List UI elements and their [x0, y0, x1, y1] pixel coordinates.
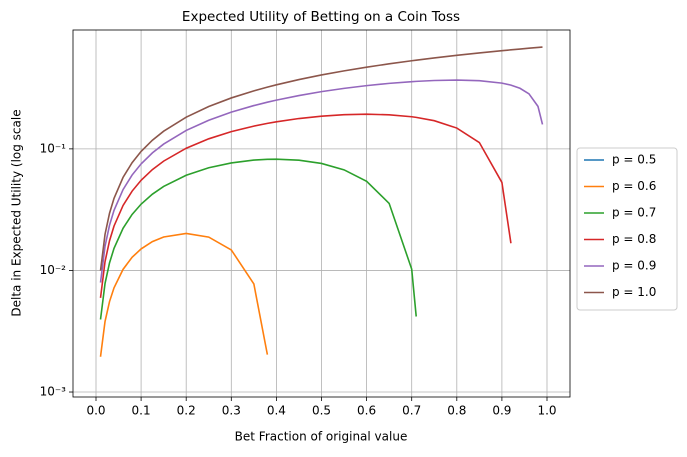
grid: 0.0 0.1 0.2 0.3 0.4 0.5 0.6 0.7 0.8 0.9 1.0 10⁻³ 10⁻… [40, 30, 570, 418]
x-tick-label: 0.2 [177, 404, 196, 418]
x-axis-label: Bet Fraction of original value [235, 430, 408, 444]
x-tick-label: 0.8 [447, 404, 466, 418]
legend-box [576, 147, 678, 311]
legend-label: p = 1.0 [612, 285, 656, 299]
chart-title: Expected Utility of Betting on a Coin To… [182, 9, 460, 25]
y-tick-label: 10⁻¹ [40, 141, 67, 155]
data-line [99, 158, 418, 320]
plot-lines [99, 46, 544, 357]
legend-label: p = 0.6 [612, 179, 656, 193]
legend: p = 0.5 p = 0.6 p = 0.7 p = 0.8 p = 0.9 p = 1… [576, 147, 678, 311]
data-line [99, 46, 543, 271]
x-tick-label: 0.1 [132, 404, 151, 418]
plot-frame [72, 29, 571, 398]
data-line [99, 113, 512, 298]
x-tick-label: 0.0 [86, 404, 105, 418]
x-tick-label: 0.6 [357, 404, 376, 418]
y-tick-label: 10⁻³ [40, 385, 67, 399]
x-tick-label: 0.5 [312, 404, 331, 418]
legend-label: p = 0.7 [612, 206, 656, 220]
x-tick-label: 0.4 [267, 404, 286, 418]
y-axis-label: Delta in Expected Utility (log scale [10, 109, 24, 316]
x-tick-label: 1.0 [537, 404, 556, 418]
legend-label: p = 0.5 [612, 153, 656, 167]
legend-label: p = 0.9 [612, 259, 656, 273]
y-tick-label: 10⁻² [40, 263, 67, 277]
data-line [99, 79, 544, 283]
x-tick-label: 0.9 [492, 404, 511, 418]
legend-label: p = 0.8 [612, 232, 656, 246]
x-tick-label: 0.7 [402, 404, 421, 418]
x-tick-label: 0.3 [222, 404, 241, 418]
data-line [99, 232, 269, 357]
